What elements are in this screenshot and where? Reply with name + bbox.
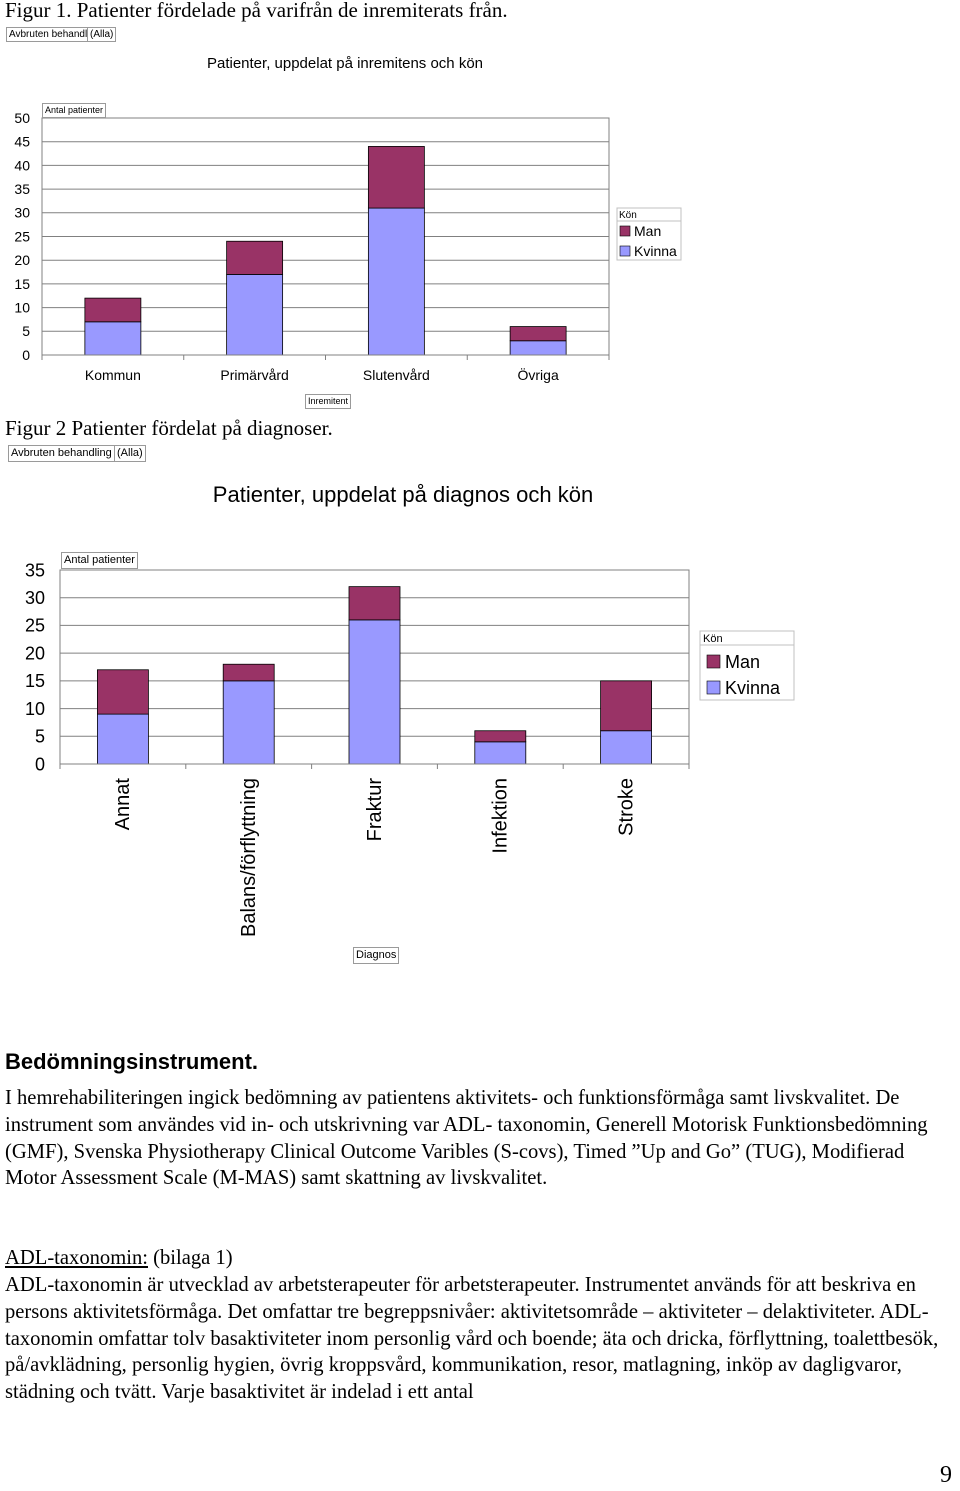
- y-tick-label: 45: [14, 134, 30, 150]
- x-tick-label: Stroke: [615, 778, 637, 836]
- bar-man-3: [509, 326, 567, 342]
- chart1: Patienter, uppdelat på inremitens och kö…: [14, 55, 682, 383]
- section-heading: Bedömningsinstrument.: [5, 1049, 259, 1074]
- bar-kvinna-3: [509, 340, 567, 356]
- adl-subsection-title: ADL-taxonomin:: [5, 1247, 148, 1269]
- chart2-row-field[interactable]: Diagnos: [353, 947, 400, 964]
- x-tick-label: Infektion: [490, 778, 512, 854]
- y-tick-label: 10: [14, 300, 30, 316]
- bar-kvinna-4: [600, 730, 652, 765]
- chart1-bars: [84, 146, 567, 356]
- y-tick-label: 5: [35, 727, 45, 747]
- y-tick-label: 15: [14, 276, 30, 292]
- x-tick-label: Kommun: [85, 367, 141, 383]
- chart2: Patienter, uppdelat på diagnos och kön 0…: [25, 482, 795, 937]
- figure2-filter-field[interactable]: Avbruten behandling: [8, 445, 115, 462]
- chart1-x-labels: Kommun Primärvård Slutenvård Övriga: [85, 366, 559, 383]
- adl-subsection-ref: (bilaga 1): [148, 1247, 233, 1269]
- chart2-x-labels: Annat Balans/förflyttning Fraktur Infektion…: [112, 778, 637, 937]
- chart2-legend-swatch-man: [706, 654, 721, 669]
- y-tick-label: 0: [22, 347, 30, 363]
- figure1-caption: Figur 1. Patienter fördelade på varifrån…: [5, 0, 508, 22]
- figure1-filter-value[interactable]: (Alla): [87, 27, 117, 42]
- bar-man-0: [84, 297, 142, 323]
- y-tick-label: 15: [25, 671, 45, 691]
- chart2-title: Patienter, uppdelat på diagnos och kön: [213, 482, 593, 507]
- chart1-row-field[interactable]: Inremitent: [305, 394, 352, 409]
- bar-kvinna-2: [348, 619, 401, 765]
- chart2-y-ticks: 0 5 10 15 20 25 30 35: [25, 560, 45, 774]
- bar-man-0: [97, 669, 149, 715]
- y-tick-label: 20: [25, 643, 45, 663]
- section-paragraph-1: I hemrehabiliteringen ingick bedömning a…: [5, 1087, 928, 1190]
- chart1-legend-label-man: Man: [634, 223, 661, 239]
- bar-man-1: [226, 240, 284, 275]
- y-tick-label: 35: [25, 560, 45, 580]
- y-tick-label: 20: [14, 252, 30, 268]
- y-tick-label: 10: [25, 699, 45, 719]
- x-tick-label: Primärvård: [220, 367, 288, 383]
- x-tick-label: Annat: [112, 778, 134, 831]
- chart1-value-field[interactable]: Antal patienter: [42, 103, 107, 118]
- figure2-filter-value[interactable]: (Alla): [114, 445, 146, 462]
- y-tick-label: 35: [14, 181, 30, 197]
- chart2-legend: Kön Man Kvinna: [699, 630, 795, 701]
- bar-kvinna-3: [474, 741, 527, 765]
- y-tick-label: 30: [25, 588, 45, 608]
- x-tick-label: Balans/förflyttning: [238, 778, 260, 937]
- chart1-title: Patienter, uppdelat på inremitens och kö…: [207, 55, 483, 72]
- page-number: 9: [940, 1462, 952, 1488]
- bar-kvinna-0: [97, 713, 149, 765]
- bar-kvinna-1: [226, 274, 284, 356]
- bar-man-1: [222, 663, 275, 682]
- chart1-legend-title: Kön: [619, 210, 637, 221]
- y-tick-label: 5: [22, 323, 30, 339]
- bar-man-3: [474, 730, 527, 743]
- chart1-legend: Kön Man Kvinna: [616, 207, 682, 261]
- x-tick-label: Slutenvård: [363, 367, 430, 383]
- y-tick-label: 50: [14, 110, 30, 126]
- bar-kvinna-0: [84, 321, 142, 356]
- figure2-caption: Figur 2 Patienter fördelat på diagnoser.: [5, 416, 333, 440]
- y-tick-label: 30: [14, 205, 30, 221]
- chart2-legend-label-man: Man: [725, 652, 760, 672]
- bar-man-4: [600, 680, 652, 732]
- bar-man-2: [348, 586, 401, 621]
- adl-subsection: ADL-taxonomin: (bilaga 1): [5, 1245, 955, 1272]
- chart2-legend-label-kvinna: Kvinna: [725, 678, 781, 698]
- bar-kvinna-2: [367, 207, 425, 356]
- chart1-legend-swatch-man: [619, 225, 631, 237]
- x-tick-label: Övriga: [518, 366, 559, 383]
- chart1-legend-swatch-kvinna: [619, 245, 631, 257]
- chart1-legend-label-kvinna: Kvinna: [634, 243, 677, 259]
- chart2-bars: [97, 586, 652, 765]
- bar-man-2: [367, 146, 425, 209]
- chart2-legend-swatch-kvinna: [706, 680, 721, 695]
- chart1-y-ticks: 0 5 10 15 20 25 30 35 40 45 50: [14, 110, 30, 363]
- y-tick-label: 40: [14, 157, 30, 173]
- y-tick-label: 25: [14, 228, 30, 244]
- section-paragraph-2: ADL-taxonomin är utvecklad av arbetstera…: [5, 1274, 939, 1404]
- chart1-plot-frame: [41, 117, 610, 356]
- y-tick-label: 0: [35, 754, 45, 774]
- y-tick-label: 25: [25, 616, 45, 636]
- x-tick-label: Fraktur: [364, 778, 386, 842]
- chart2-value-field[interactable]: Antal patienter: [61, 552, 138, 569]
- chart2-legend-title: Kön: [703, 633, 723, 645]
- chart2-plot-frame: [59, 569, 690, 765]
- bar-kvinna-1: [222, 680, 275, 765]
